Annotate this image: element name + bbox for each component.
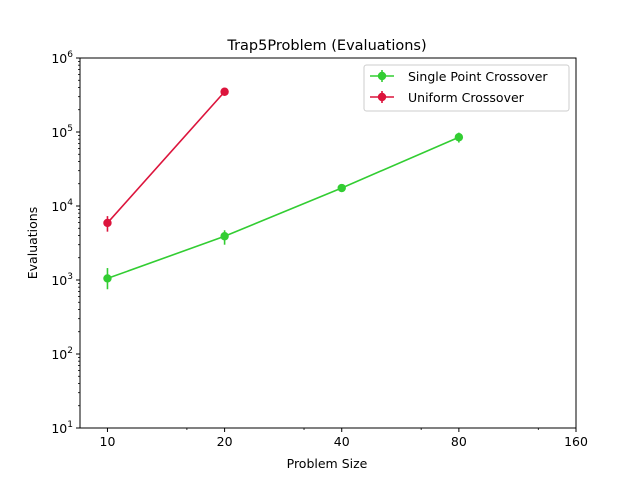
y-tick-label: 102 <box>51 346 73 362</box>
series-layer <box>103 87 464 290</box>
y-tick-label: 103 <box>51 272 73 288</box>
series-line <box>107 136 460 280</box>
data-point <box>454 133 464 142</box>
legend-box <box>363 64 570 112</box>
y-tick-label: 105 <box>51 124 73 140</box>
series-line <box>106 91 226 224</box>
data-point <box>220 87 229 96</box>
y-axis-label: Evaluations <box>25 207 40 279</box>
data-point <box>220 232 229 241</box>
plot-frame <box>79 57 577 429</box>
data-point <box>337 183 346 193</box>
x-tick-label: 20 <box>217 434 233 449</box>
axis-ticks: 10 20 40 80 160 101 102 103 104 105 106 <box>51 50 588 449</box>
x-axis-label: Problem Size <box>287 456 368 471</box>
x-tick-label: 40 <box>334 434 350 449</box>
y-tick-label: 101 <box>51 420 73 436</box>
legend-label: Single Point Crossover <box>408 69 548 84</box>
y-tick-label: 106 <box>51 50 73 66</box>
data-point <box>103 274 112 283</box>
legend-swatch-marker <box>377 71 387 81</box>
legend-swatch-marker <box>377 92 387 102</box>
legend: Single Point Crossover Uniform Crossover <box>363 64 570 112</box>
y-tick-label: 104 <box>51 198 73 214</box>
chart-title: Trap5Problem (Evaluations) <box>226 38 426 54</box>
legend-label: Uniform Crossover <box>408 90 525 105</box>
x-tick-label: 10 <box>100 434 116 449</box>
x-tick-label: 80 <box>451 434 467 449</box>
x-tick-label: 160 <box>564 434 588 449</box>
data-point <box>103 218 112 228</box>
